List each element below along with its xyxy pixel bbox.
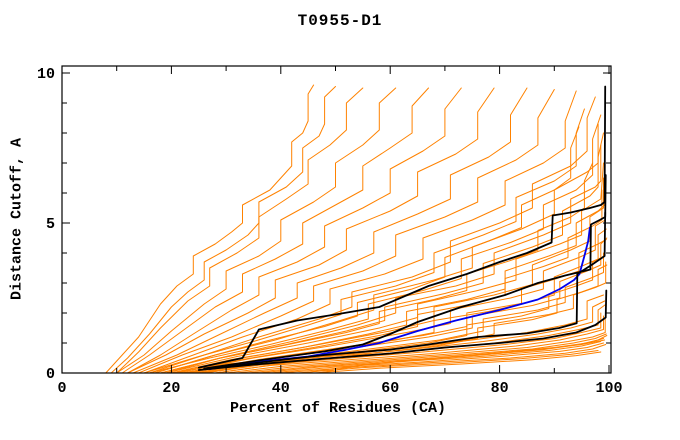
selected-curve	[197, 85, 607, 369]
model-curve	[154, 126, 580, 374]
model-curve	[127, 87, 495, 374]
y-tick-label: 10	[37, 66, 55, 83]
model-curve	[143, 108, 585, 374]
model-curve	[236, 333, 607, 374]
model-curve	[132, 87, 528, 374]
model-curve	[105, 84, 315, 374]
y-axis-label: Distance Cutoff, A	[8, 137, 26, 301]
tick-labels: 0 20 40 60 80 100 0 5 10	[37, 66, 623, 397]
model-curve	[296, 350, 599, 374]
selected-curve	[203, 174, 607, 370]
model-curve	[143, 90, 577, 374]
model-curve	[269, 342, 604, 374]
model-curve	[302, 339, 606, 374]
plot-frame	[61, 65, 612, 374]
selected-curve	[208, 211, 607, 370]
model-curve	[214, 315, 604, 374]
model-curve	[110, 86, 336, 374]
model-curve	[160, 144, 602, 374]
model-curve	[160, 132, 604, 374]
model-curve	[127, 87, 462, 374]
model-curve	[116, 87, 397, 374]
model-curve	[121, 87, 429, 374]
x-tick-label: 0	[57, 380, 66, 397]
axis-ticks	[61, 66, 611, 374]
highlight-curve-layer	[208, 226, 591, 371]
chart-title: T0955-D1	[297, 12, 383, 30]
x-tick-label: 100	[595, 380, 622, 397]
model-curve	[170, 177, 604, 374]
model-curve	[214, 264, 608, 374]
selected-curve	[197, 289, 608, 371]
x-tick-label: 40	[272, 380, 290, 397]
x-tick-label: 80	[491, 380, 509, 397]
y-tick-label: 0	[46, 366, 55, 383]
model-curve	[176, 192, 606, 374]
model-curve	[258, 341, 602, 374]
model-curves-layer	[105, 84, 608, 374]
x-tick-label: 20	[162, 380, 180, 397]
model-curve	[149, 96, 596, 374]
model-curve	[225, 318, 606, 374]
model-curve	[313, 351, 602, 374]
selected-curves-layer	[197, 85, 608, 371]
model-curve	[165, 162, 604, 374]
x-axis-label: Percent of Residues (CA)	[229, 400, 447, 417]
model-curve	[165, 162, 594, 374]
model-curve	[203, 312, 602, 374]
y-tick-label: 5	[46, 216, 55, 233]
model-curve	[116, 87, 364, 374]
model-curve	[138, 89, 555, 374]
highlight-curve	[208, 226, 591, 371]
x-tick-label: 60	[381, 380, 399, 397]
